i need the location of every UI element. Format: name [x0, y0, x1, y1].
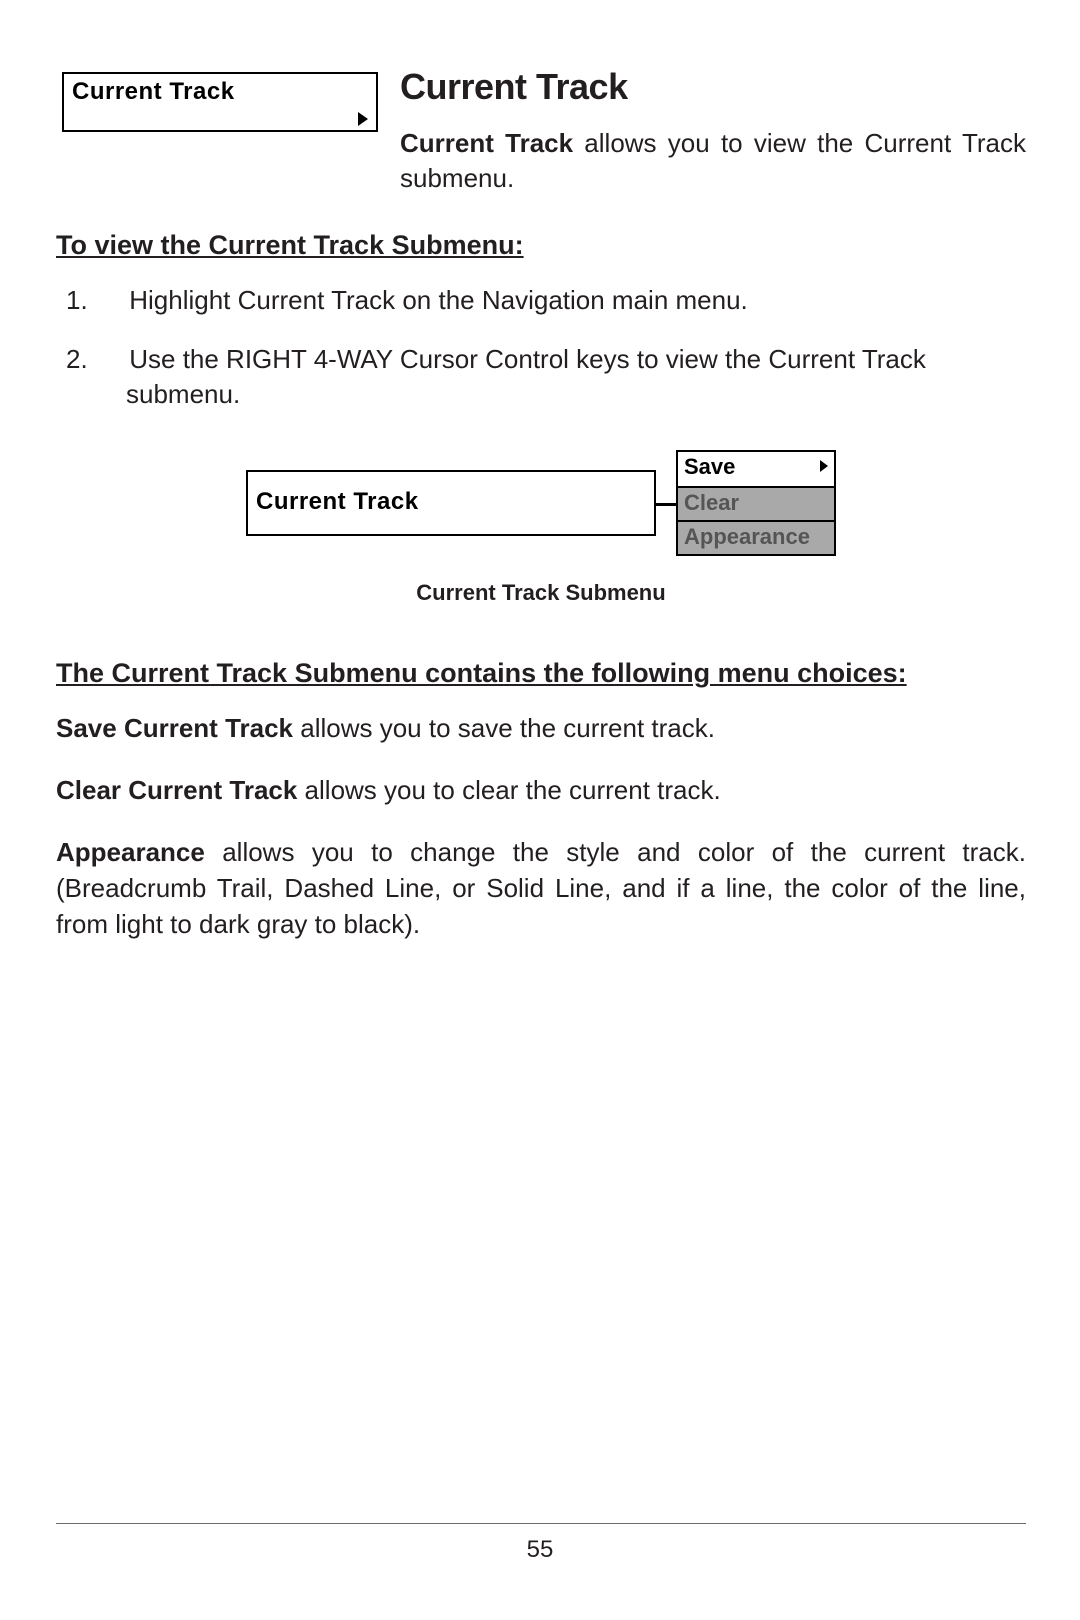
steps-list: 1. Highlight Current Track on the Naviga… — [96, 283, 1026, 412]
choice-paragraph: Clear Current Track allows you to clear … — [56, 773, 1026, 809]
submenu-item-label: Clear — [684, 490, 739, 515]
choice-rest: allows you to clear the current track. — [297, 775, 720, 805]
choice-rest: allows you to save the current track. — [293, 713, 715, 743]
figure-current-track-submenu: Current Track Save Clear Appearance — [246, 450, 836, 570]
choice-bold: Clear Current Track — [56, 775, 297, 805]
submenu-item-label: Save — [684, 454, 735, 479]
menu-box-label: Current Track — [72, 78, 235, 106]
choice-paragraph: Save Current Track allows you to save th… — [56, 711, 1026, 747]
figure-main-label: Current Track — [256, 488, 419, 516]
chevron-right-icon — [356, 110, 370, 128]
submenu-item-appearance: Appearance — [678, 520, 834, 554]
figure-caption: Current Track Submenu — [246, 580, 836, 606]
choice-paragraph: Appearance allows you to change the styl… — [56, 835, 1026, 943]
figure-main-box: Current Track — [246, 470, 656, 536]
intro-bold: Current Track — [400, 128, 573, 158]
submenu-item-clear: Clear — [678, 486, 834, 520]
subheading-menu-choices: The Current Track Submenu contains the f… — [56, 658, 1026, 689]
footer-rule — [56, 1523, 1026, 1525]
submenu-item-label: Appearance — [684, 524, 810, 549]
step-item: 1. Highlight Current Track on the Naviga… — [96, 283, 1026, 318]
submenu-item-save: Save — [678, 452, 834, 486]
chevron-right-icon — [818, 458, 830, 474]
section-title: Current Track — [400, 66, 1026, 108]
figure-submenu: Save Clear Appearance — [676, 450, 836, 556]
subheading-view-submenu: To view the Current Track Submenu: — [56, 230, 1026, 261]
page-number: 55 — [0, 1536, 1080, 1564]
figure-connector-line — [656, 503, 676, 506]
intro-paragraph: Current Track allows you to view the Cur… — [400, 126, 1026, 196]
choice-bold: Save Current Track — [56, 713, 293, 743]
step-text: Use the RIGHT 4-WAY Cursor Control keys … — [126, 344, 926, 409]
choice-bold: Appearance — [56, 837, 205, 867]
menu-box-current-track: Current Track — [62, 72, 378, 132]
step-text: Highlight Current Track on the Navigatio… — [129, 285, 748, 315]
step-item: 2. Use the RIGHT 4-WAY Cursor Control ke… — [96, 342, 1026, 412]
